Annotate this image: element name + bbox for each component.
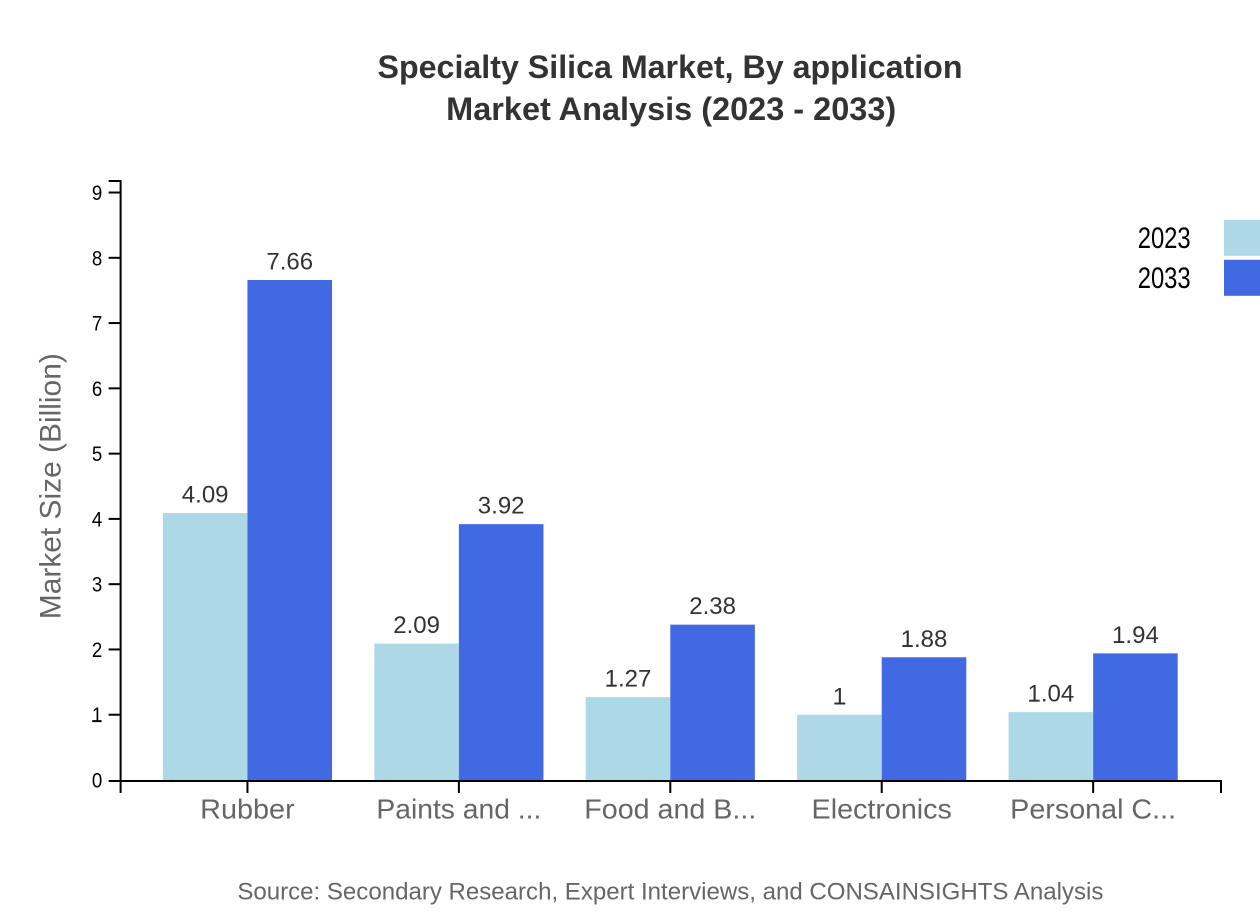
svg-text:Market Analysis (2023 - 2033): Market Analysis (2023 - 2033) — [446, 91, 896, 127]
svg-text:1.94: 1.94 — [1112, 622, 1159, 649]
svg-text:Electronics: Electronics — [812, 794, 952, 825]
svg-text:3: 3 — [92, 574, 102, 597]
svg-text:1.88: 1.88 — [901, 626, 948, 653]
svg-text:2.09: 2.09 — [393, 612, 440, 639]
svg-text:9: 9 — [92, 182, 102, 205]
svg-text:1: 1 — [833, 683, 846, 710]
svg-text:Paints and ...: Paints and ... — [376, 794, 541, 825]
svg-text:4.09: 4.09 — [182, 482, 229, 509]
svg-text:2023: 2023 — [1138, 222, 1191, 255]
svg-text:5: 5 — [92, 443, 102, 466]
svg-text:6: 6 — [92, 378, 102, 401]
svg-text:Rubber: Rubber — [200, 794, 295, 825]
svg-text:Personal C...: Personal C... — [1010, 794, 1176, 825]
svg-text:Food and B...: Food and B... — [584, 794, 756, 825]
svg-text:2: 2 — [92, 639, 102, 662]
svg-text:2033: 2033 — [1138, 262, 1191, 295]
svg-text:2.38: 2.38 — [689, 593, 736, 620]
svg-text:Specialty Silica Market, By ap: Specialty Silica Market, By application — [378, 49, 963, 85]
svg-text:1: 1 — [92, 704, 102, 727]
svg-text:Market Size (Billion): Market Size (Billion) — [34, 353, 67, 619]
svg-text:8: 8 — [92, 247, 102, 270]
svg-text:0: 0 — [92, 770, 102, 793]
svg-text:Source: Secondary Research, Ex: Source: Secondary Research, Expert Inter… — [237, 878, 1103, 905]
svg-text:3.92: 3.92 — [478, 493, 525, 520]
svg-text:1.27: 1.27 — [605, 666, 652, 693]
svg-text:4: 4 — [92, 508, 103, 531]
svg-text:7.66: 7.66 — [266, 249, 313, 276]
svg-text:1.04: 1.04 — [1028, 681, 1075, 708]
svg-text:7: 7 — [92, 313, 102, 336]
